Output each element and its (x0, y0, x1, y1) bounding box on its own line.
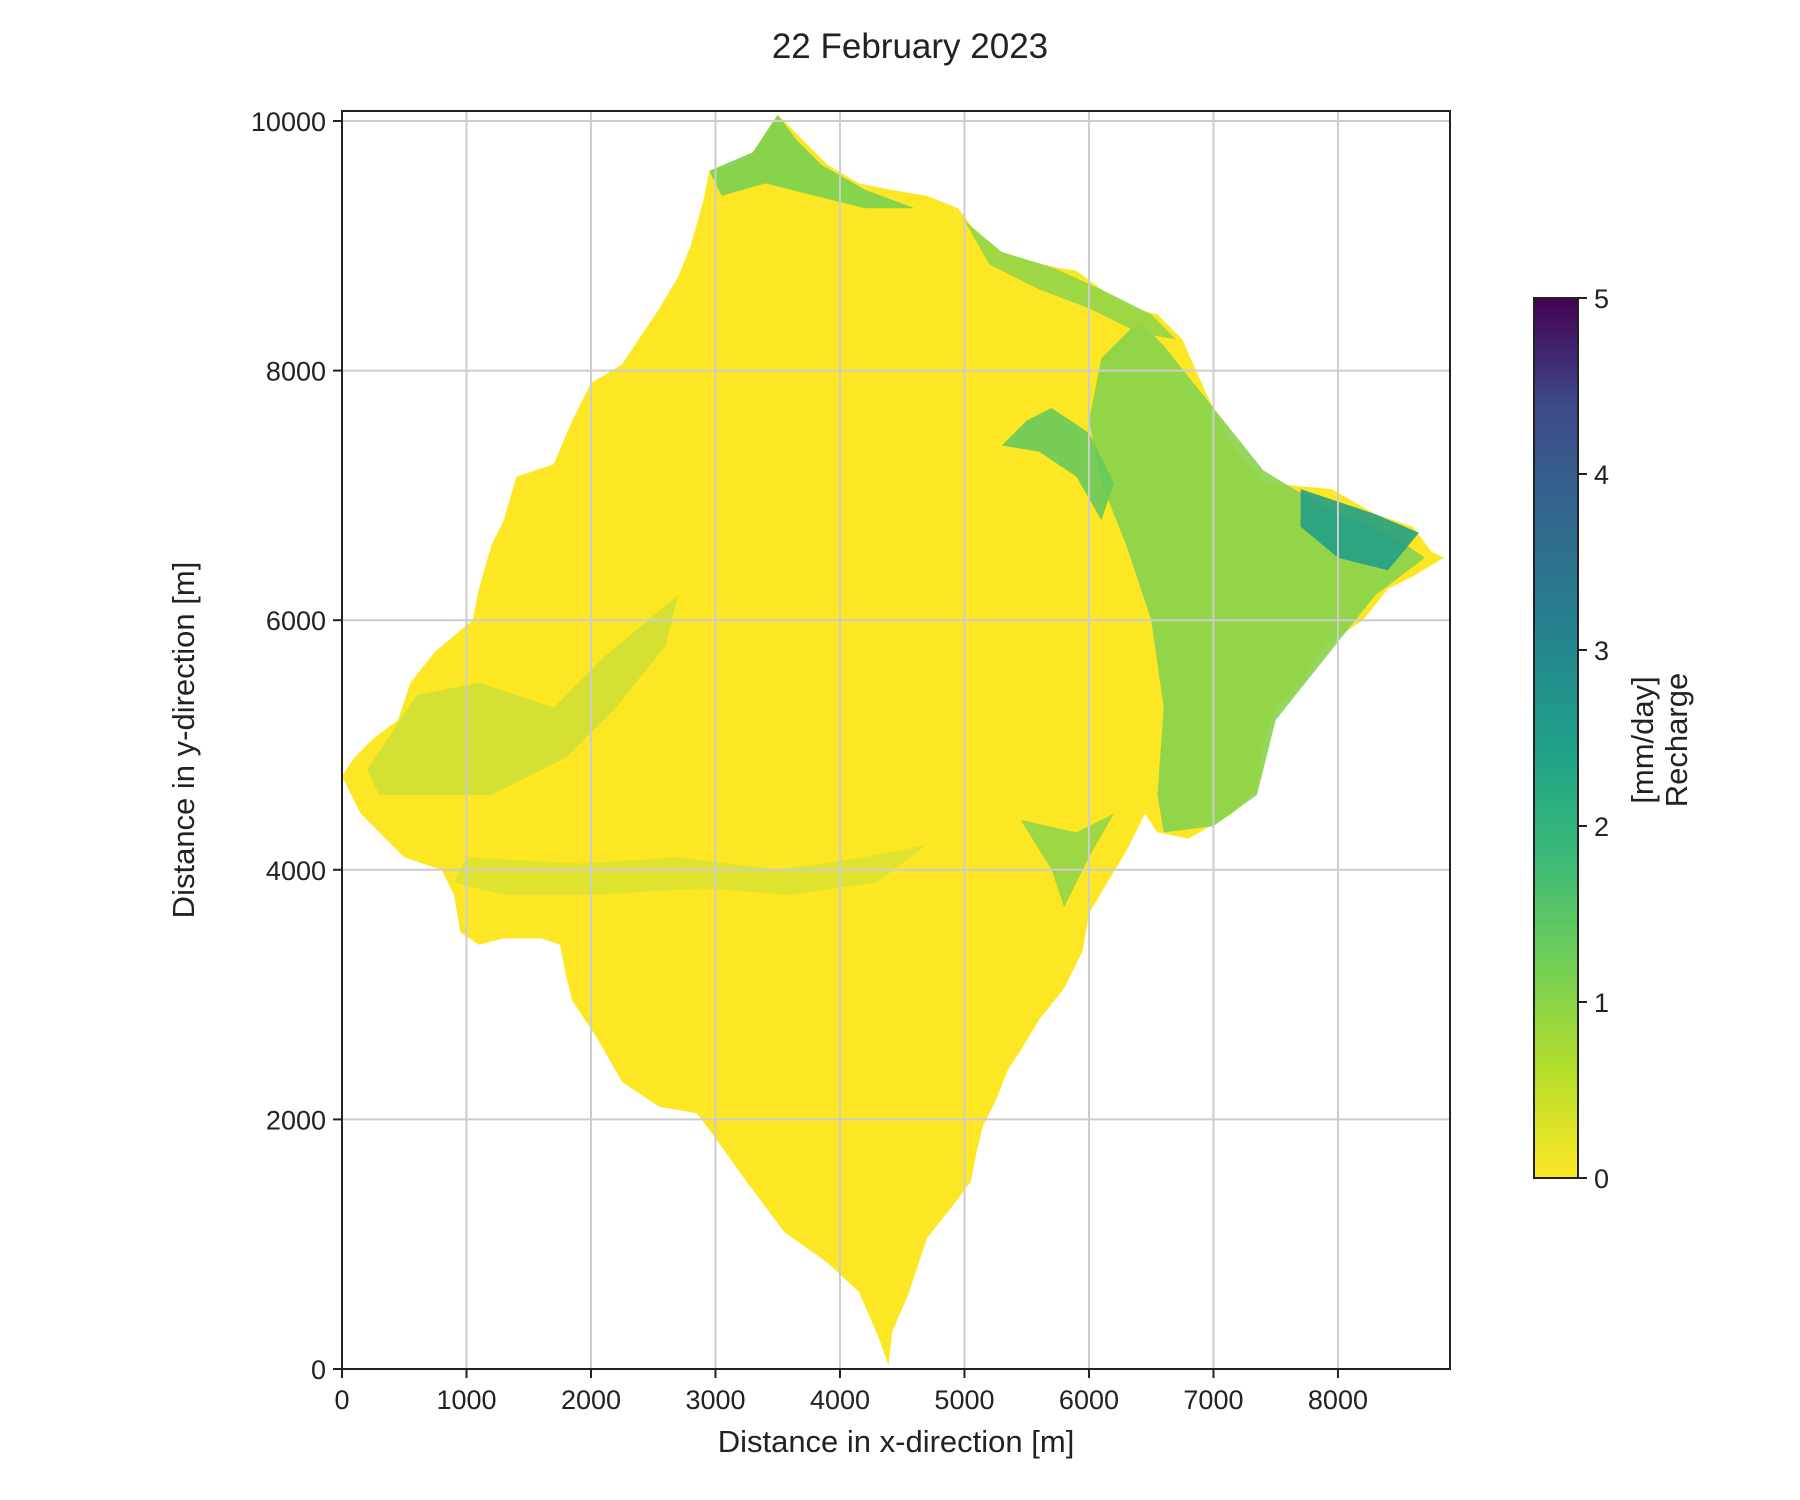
colorbar-tick-label: 5 (1594, 284, 1609, 314)
y-tick-label: 4000 (266, 856, 326, 886)
chart-title: 22 February 2023 (772, 27, 1048, 66)
x-axis-label: Distance in x-direction [m] (718, 1424, 1075, 1459)
x-tick-label: 3000 (685, 1385, 745, 1415)
colorbar-title: Recharge (1659, 673, 1694, 807)
colorbar (1533, 297, 1579, 1179)
x-tick-label: 7000 (1183, 1385, 1243, 1415)
plot-frame (341, 110, 1451, 1370)
y-tick-label: 2000 (266, 1105, 326, 1135)
colorbar-tick-label: 1 (1594, 988, 1609, 1018)
y-axis: 0 2000 4000 6000 8000 10000 (251, 107, 342, 1385)
y-tick-label: 6000 (266, 606, 326, 636)
colorbar-tick-label: 2 (1594, 812, 1609, 842)
recharge-zone (1020, 813, 1114, 908)
recharge-zone (366, 595, 679, 795)
x-axis: 0 1000 2000 3000 4000 5000 6000 7000 8000 (334, 1369, 1368, 1415)
y-tick-label: 8000 (266, 357, 326, 387)
recharge-zone (709, 114, 915, 209)
colorbar-tick-label: 3 (1594, 636, 1609, 666)
recharge-zone (1300, 489, 1419, 571)
x-tick-label: 5000 (934, 1385, 994, 1415)
y-tick-label: 10000 (251, 107, 326, 137)
x-tick-label: 0 (334, 1385, 349, 1415)
recharge-field (342, 114, 1444, 1366)
colorbar-tick-label: 0 (1594, 1164, 1609, 1194)
colorbar-label: [mm/day] Recharge (1625, 673, 1694, 807)
x-tick-label: 1000 (436, 1385, 496, 1415)
colorbar-axis: 0 1 2 3 4 5 (1578, 284, 1609, 1194)
x-tick-label: 4000 (810, 1385, 870, 1415)
x-tick-label: 6000 (1059, 1385, 1119, 1415)
recharge-zone (1001, 408, 1114, 521)
colorbar-unit: [mm/day] (1625, 676, 1660, 803)
recharge-zone (964, 220, 1177, 340)
grid-lines (341, 111, 1450, 1370)
y-tick-label: 0 (311, 1355, 326, 1385)
x-tick-label: 2000 (561, 1385, 621, 1415)
recharge-zone (1089, 320, 1426, 833)
x-tick-label: 8000 (1308, 1385, 1368, 1415)
colorbar-tick-label: 4 (1594, 460, 1609, 490)
y-axis-label: Distance in y-direction [m] (166, 562, 201, 919)
